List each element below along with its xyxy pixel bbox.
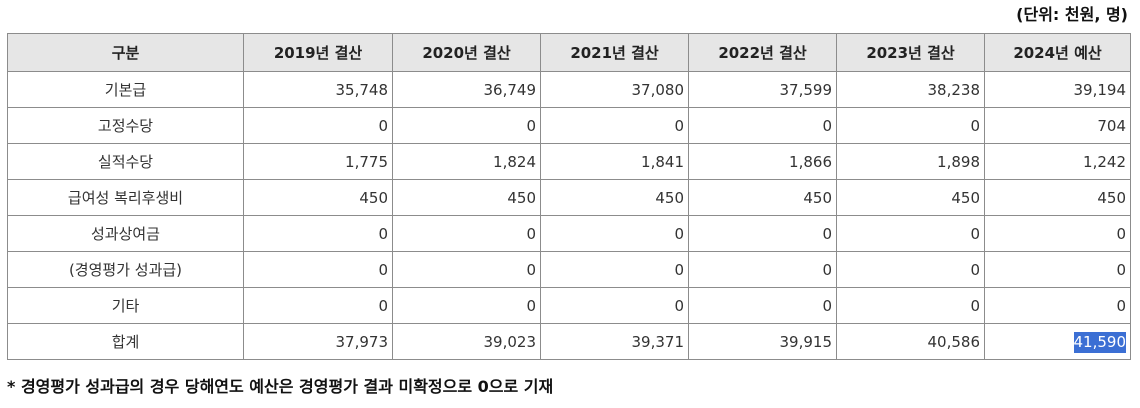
table-cell[interactable]: 39,371 — [540, 323, 689, 360]
table-cell[interactable]: 1,775 — [243, 143, 393, 180]
table-row: (경영평가 성과급) 0 0 0 0 0 0 — [7, 251, 1131, 288]
row-label: 합계 — [7, 323, 244, 360]
table-cell[interactable]: 0 — [392, 215, 541, 252]
table-cell[interactable]: 0 — [392, 251, 541, 288]
table-cell[interactable]: 37,080 — [540, 71, 689, 108]
table-cell[interactable]: 38,238 — [836, 71, 985, 108]
table-cell[interactable]: 1,841 — [540, 143, 689, 180]
row-label: 기본급 — [7, 71, 244, 108]
total-row: 합계 37,973 39,023 39,371 39,915 40,586 41… — [7, 323, 1131, 360]
table-cell[interactable]: 0 — [688, 107, 837, 144]
table-cell[interactable]: 37,599 — [688, 71, 837, 108]
table-cell[interactable]: 0 — [688, 251, 837, 288]
table-cell[interactable]: 450 — [984, 179, 1131, 216]
table-cell[interactable]: 0 — [392, 107, 541, 144]
table-cell[interactable]: 35,748 — [243, 71, 393, 108]
table-cell[interactable]: 39,023 — [392, 323, 541, 360]
table-cell[interactable]: 0 — [540, 215, 689, 252]
table-cell[interactable]: 0 — [243, 107, 393, 144]
table-row: 고정수당 0 0 0 0 0 704 — [7, 107, 1131, 144]
table-cell[interactable]: 450 — [688, 179, 837, 216]
row-label: 급여성 복리후생비 — [7, 179, 244, 216]
table-cell[interactable]: 0 — [392, 287, 541, 324]
table-cell[interactable]: 0 — [243, 287, 393, 324]
table-cell[interactable]: 450 — [243, 179, 393, 216]
table-cell[interactable]: 0 — [836, 107, 985, 144]
header-row: 구분 2019년 결산 2020년 결산 2021년 결산 2022년 결산 2… — [7, 33, 1131, 72]
row-label: 실적수당 — [7, 143, 244, 180]
footnote: * 경영평가 성과급의 경우 당해연도 예산은 경영평가 결과 미확정으로 0으… — [7, 377, 554, 396]
column-header: 구분 — [7, 33, 244, 72]
table-cell[interactable]: 0 — [243, 251, 393, 288]
table-cell[interactable]: 0 — [984, 215, 1131, 252]
table-cell[interactable]: 450 — [540, 179, 689, 216]
table-cell[interactable]: 704 — [984, 107, 1131, 144]
column-header: 2024년 예산 — [984, 33, 1131, 72]
table-cell[interactable]: 0 — [540, 287, 689, 324]
row-label: (경영평가 성과급) — [7, 251, 244, 288]
table-cell[interactable]: 0 — [984, 251, 1131, 288]
table-cell[interactable]: 0 — [540, 251, 689, 288]
table-cell[interactable]: 450 — [392, 179, 541, 216]
table-cell[interactable]: 0 — [836, 287, 985, 324]
table-cell[interactable]: 37,973 — [243, 323, 393, 360]
table-row: 기타 0 0 0 0 0 0 — [7, 287, 1131, 324]
row-label: 성과상여금 — [7, 215, 244, 252]
table-cell[interactable]: 0 — [688, 287, 837, 324]
table-cell[interactable]: 39,194 — [984, 71, 1131, 108]
text-selection-highlight[interactable]: 41,590 — [1073, 331, 1126, 353]
table-cell[interactable]: 0 — [688, 215, 837, 252]
column-header: 2019년 결산 — [243, 33, 393, 72]
table-cell[interactable]: 1,866 — [688, 143, 837, 180]
column-header: 2022년 결산 — [688, 33, 837, 72]
column-header: 2020년 결산 — [392, 33, 541, 72]
column-header: 2023년 결산 — [836, 33, 985, 72]
row-label: 고정수당 — [7, 107, 244, 144]
table-row: 실적수당 1,775 1,824 1,841 1,866 1,898 1,242 — [7, 143, 1131, 180]
table-cell[interactable]: 1,242 — [984, 143, 1131, 180]
table-cell[interactable]: 0 — [836, 251, 985, 288]
unit-note: (단위: 천원, 명) — [1016, 5, 1128, 24]
table-cell[interactable]: 0 — [836, 215, 985, 252]
table-cell[interactable]: 0 — [984, 287, 1131, 324]
table-cell[interactable]: 40,586 — [836, 323, 985, 360]
column-header: 2021년 결산 — [540, 33, 689, 72]
table-row: 기본급 35,748 36,749 37,080 37,599 38,238 3… — [7, 71, 1131, 108]
table-row: 성과상여금 0 0 0 0 0 0 — [7, 215, 1131, 252]
salary-table: 구분 2019년 결산 2020년 결산 2021년 결산 2022년 결산 2… — [7, 33, 1131, 360]
table-cell[interactable]: 39,915 — [688, 323, 837, 360]
table-cell[interactable]: 36,749 — [392, 71, 541, 108]
table-cell[interactable]: 1,898 — [836, 143, 985, 180]
table-cell[interactable]: 0 — [243, 215, 393, 252]
table-cell[interactable]: 1,824 — [392, 143, 541, 180]
selected-table-cell[interactable]: 41,590 — [984, 323, 1131, 360]
row-label: 기타 — [7, 287, 244, 324]
table-cell[interactable]: 0 — [540, 107, 689, 144]
table-row: 급여성 복리후생비 450 450 450 450 450 450 — [7, 179, 1131, 216]
table-cell[interactable]: 450 — [836, 179, 985, 216]
